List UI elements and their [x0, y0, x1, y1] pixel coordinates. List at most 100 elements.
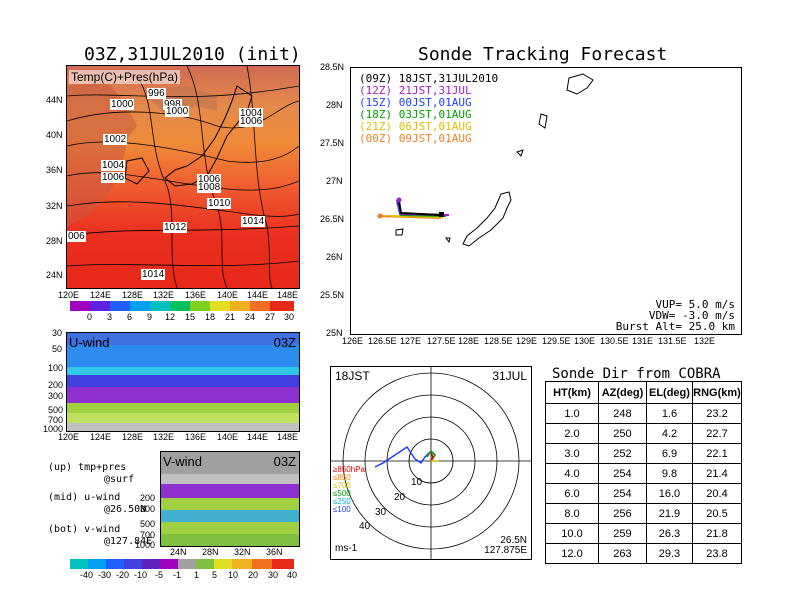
lon-tick: 128.5E	[484, 336, 513, 346]
temp-cbar-tick: 15	[185, 312, 196, 322]
note-line: @surf	[104, 474, 135, 485]
wind-cbar-tick: 40	[287, 570, 298, 580]
isobar-label: 1000	[110, 99, 135, 110]
pressure-tick: 200	[140, 493, 156, 503]
temp-cbar-tick: 6	[127, 312, 133, 322]
isobar-label: 1014	[141, 269, 166, 280]
wind-cbar-tick: 5	[212, 570, 218, 580]
isobar-label: 996	[147, 88, 166, 99]
polar-level: ≤500	[333, 489, 351, 498]
table-row: 8.0 256 21.9 20.5	[544, 503, 742, 524]
lon-tick: 140E	[217, 432, 239, 442]
tracking-legend-item: (15Z) 00JST,01AUG	[359, 96, 472, 109]
isobar-label: 1004	[239, 108, 264, 119]
ring-label: 20	[394, 492, 406, 503]
table-row: 1.0 248 1.6 23.2	[544, 403, 742, 424]
lon-tick: 144E	[247, 432, 269, 442]
v-wind-label: V-wind	[163, 454, 203, 469]
wind-cbar-tick: 20	[248, 570, 259, 580]
table-cell: 1.6	[645, 403, 694, 424]
tracking-legend-item: (21Z) 06JST,01AUG	[359, 120, 472, 133]
wind-cbar-tick: 10	[228, 570, 239, 580]
table-cell: 263	[598, 543, 647, 564]
table-cell: 12.0	[544, 543, 600, 564]
polar-level: ≤100	[333, 505, 351, 514]
table-cell: 29.3	[645, 543, 694, 564]
lon-tick: 127.5E	[427, 336, 456, 346]
table-cell: 10.0	[544, 523, 600, 544]
lat-tick: 28N	[326, 100, 343, 110]
pressure-tick: 300	[140, 504, 156, 514]
table-cell: 8.0	[544, 503, 600, 524]
lat-tick: 28N	[202, 547, 219, 557]
lon-tick: 129E	[516, 336, 538, 346]
note-line: @26.50N	[104, 504, 147, 515]
table-row: 3.0 252 6.9 22.1	[544, 443, 742, 464]
table-cell: 259	[598, 523, 647, 544]
lon-tick: 132E	[153, 432, 175, 442]
lat-tick: 24N	[170, 547, 187, 557]
table-cell: 6.0	[544, 483, 600, 504]
lon-tick: 120E	[58, 290, 80, 300]
temp-colorbar	[70, 301, 294, 311]
note-line: (bot) v-wind	[48, 524, 121, 535]
lat-tick: 32N	[46, 201, 63, 211]
pressure-tick: 500	[140, 519, 156, 529]
temp-cbar-tick: 30	[284, 312, 295, 322]
isobar-label: 1008	[197, 182, 222, 193]
wind-cbar-tick: -30	[98, 570, 112, 580]
pressure-tick: 50	[52, 344, 63, 354]
lon-tick: 132E	[153, 290, 175, 300]
lat-tick: 40N	[46, 130, 63, 140]
polar-date: 31JUL	[492, 369, 527, 383]
col-header: AZ(deg)	[598, 381, 647, 404]
wind-colorbar	[70, 559, 294, 569]
table-cell: 21.4	[692, 463, 742, 484]
lat-tick: 28N	[46, 236, 63, 246]
wind-cbar-tick: -10	[134, 570, 148, 580]
lat-tick: 28.5N	[320, 62, 345, 72]
lon-tick: 130E	[574, 336, 596, 346]
temp-pressure-map: Temp(C)+Pres(hPa) 996 998 1000 1000 1004…	[66, 65, 300, 289]
col-header: HT(km)	[544, 381, 600, 404]
tracking-legend-item: (12Z) 21JST,31JUL	[359, 84, 472, 97]
table-cell: 22.7	[692, 423, 742, 444]
wind-cbar-tick: -1	[173, 570, 182, 580]
lon-tick: 132E	[694, 336, 716, 346]
lat-tick: 32N	[234, 547, 251, 557]
pressure-tick: 200	[48, 380, 64, 390]
isobar-label: 1006	[239, 116, 264, 127]
u-wind-panel: U-wind 03Z	[66, 332, 300, 432]
table-cell: 254	[598, 483, 647, 504]
pressure-tick: 700	[48, 415, 64, 425]
table-cell: 4.0	[544, 463, 600, 484]
table-row: 6.0 254 16.0 20.4	[544, 483, 742, 504]
lon-tick: 131E	[632, 336, 654, 346]
pressure-tick: 1000	[135, 540, 156, 550]
u-wind-label: U-wind	[69, 335, 110, 350]
lat-tick: 26.5N	[320, 214, 345, 224]
lon-tick: 130.5E	[600, 336, 629, 346]
lon-tick: 148E	[277, 432, 299, 442]
lat-tick: 36N	[266, 547, 283, 557]
isobar-label: 998	[163, 99, 182, 110]
wind-cbar-tick: 30	[268, 570, 279, 580]
table-cell: 256	[598, 503, 647, 524]
lon-tick: 129.5E	[542, 336, 571, 346]
tracking-legend-item: (00Z) 09JST,01AUG	[359, 132, 472, 145]
isobar-label: 006	[67, 231, 86, 242]
table-cell: 21.8	[692, 523, 742, 544]
polar-plot-svg	[331, 367, 531, 559]
polar-unit: ms-1	[335, 543, 358, 554]
isobar-label: 1014	[241, 216, 266, 227]
lat-tick: 44N	[46, 95, 63, 105]
isobar-label: 1010	[207, 198, 232, 209]
tracking-map: (09Z) 18JST,31JUL2010 (12Z) 21JST,31JUL …	[350, 67, 742, 335]
tracking-legend-item: (18Z) 03JST,01AUG	[359, 108, 472, 121]
sonde-direction-table: HT(km) AZ(deg) EL(deg) RNG(km) 1.0 248 1…	[544, 381, 742, 564]
temp-map-title: 03Z,31JUL2010 (init)	[84, 44, 301, 65]
lat-tick: 25N	[326, 328, 343, 338]
temp-cbar-tick: 21	[225, 312, 236, 322]
polar-level: ≤850	[333, 473, 351, 482]
lon-tick: 148E	[277, 290, 299, 300]
